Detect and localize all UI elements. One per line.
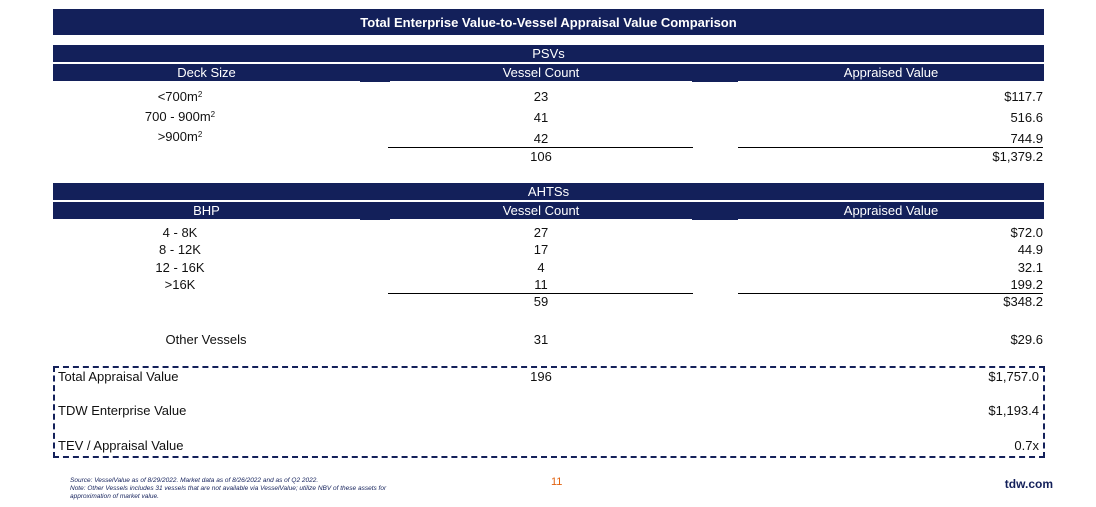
total-appraisal-value: $1,757.0 [988,369,1039,384]
ahts-row-count: 11 [534,277,548,292]
tev-ratio-value: 0.7x [1014,438,1039,453]
site-link[interactable]: tdw.com [1004,477,1053,491]
ahts-row-count: 4 [537,260,545,275]
ahts-header-bhp: BHP [53,202,360,220]
ahts-row-count: 17 [533,242,549,257]
tev-ratio-label: TEV / Appraisal Value [58,438,184,453]
footnote-line: approximation of market value. [70,493,159,500]
psv-count-total-rule [388,147,693,148]
ahts-row-value: 199.2 [1010,277,1043,292]
page-number: 11 [551,476,563,488]
ahts-total-value: $348.2 [1003,294,1043,309]
ahts-row-value: 44.9 [1017,242,1043,257]
psv-row-label: <700m2 [157,89,203,104]
total-appraisal-count: 196 [530,369,552,384]
enterprise-value: $1,193.4 [988,403,1039,418]
psv-row-value: 516.6 [1010,110,1043,125]
psv-row-count: 41 [533,110,549,125]
ahts-row-label: 4 - 8K [162,225,198,240]
psv-header-vessel-count: Vessel Count [390,64,692,82]
psv-column-headers: Deck Size Vessel Count Appraised Value [53,64,1044,82]
psv-header-appraised-value: Appraised Value [738,64,1044,82]
psv-row-value: $117.7 [1004,89,1043,104]
psv-row-count: 23 [533,89,549,104]
psv-row-label: >900m2 [157,129,203,144]
psv-row-label: 700 - 900m2 [144,109,216,124]
ahts-section-header: AHTSs [53,183,1044,200]
footnote: Source: VesselValue as of 8/29/2022. Mar… [70,477,490,501]
ahts-row-value: $72.0 [1010,225,1043,240]
ahts-count-total-rule [388,293,693,294]
total-appraisal-label: Total Appraisal Value [58,369,179,384]
ahts-row-label: 12 - 16K [155,260,205,275]
other-vessels-label: Other Vessels [165,332,247,347]
psv-value-total-rule [738,147,1043,148]
psv-total-value: $1,379.2 [992,149,1043,164]
ahts-row-value: 32.1 [1017,260,1043,275]
psv-section-header: PSVs [53,45,1044,62]
psv-row-value: 744.9 [1010,131,1043,146]
psv-total-count: 106 [530,149,552,164]
page-title: Total Enterprise Value-to-Vessel Apprais… [53,9,1044,35]
ahts-header-vessel-count: Vessel Count [390,202,692,220]
ahts-header-appraised-value: Appraised Value [738,202,1044,220]
other-vessels-count: 31 [533,332,549,347]
ahts-total-count: 59 [533,294,549,309]
ahts-row-label: 8 - 12K [159,242,201,257]
summary-box [53,366,1045,458]
footnote-line: Source: VesselValue as of 8/29/2022. Mar… [70,477,319,484]
other-vessels-value: $29.6 [1010,332,1043,347]
enterprise-value-label: TDW Enterprise Value [58,403,187,418]
ahts-column-headers: BHP Vessel Count Appraised Value [53,202,1044,220]
ahts-row-label: >16K [164,277,196,292]
psv-row-count: 42 [533,131,549,146]
footnote-line: Note: Other Vessels includes 31 vessels … [70,485,387,492]
ahts-row-count: 27 [533,225,549,240]
psv-header-deck-size: Deck Size [53,64,360,82]
ahts-value-total-rule [738,293,1043,294]
